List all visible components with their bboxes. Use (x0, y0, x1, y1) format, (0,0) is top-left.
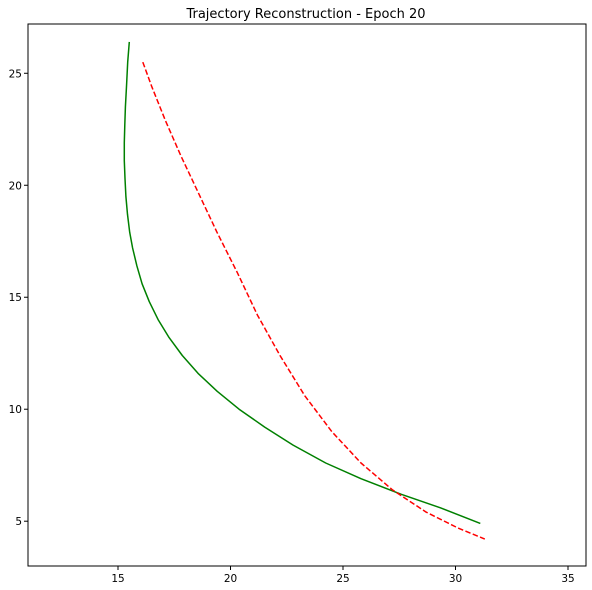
x-tick-label: 25 (336, 573, 349, 585)
chart-title: Trajectory Reconstruction - Epoch 20 (185, 7, 425, 22)
y-tick-label: 25 (9, 68, 22, 80)
series-line-1 (123, 41, 481, 525)
plot-area: 15 20 25 30 35 5 10 15 20 25 (9, 23, 587, 585)
y-tick-label: 20 (9, 180, 22, 192)
axes-frame (27, 23, 587, 567)
y-tick-label: 15 (9, 292, 22, 304)
x-tick-label: 15 (111, 573, 124, 585)
x-tick-label: 35 (561, 573, 574, 585)
x-tick-label: 20 (224, 573, 237, 585)
y-tick-label: 5 (15, 516, 22, 528)
series-line-2 (142, 61, 486, 540)
x-tick-label: 30 (449, 573, 462, 585)
y-tick-label: 10 (9, 404, 22, 416)
